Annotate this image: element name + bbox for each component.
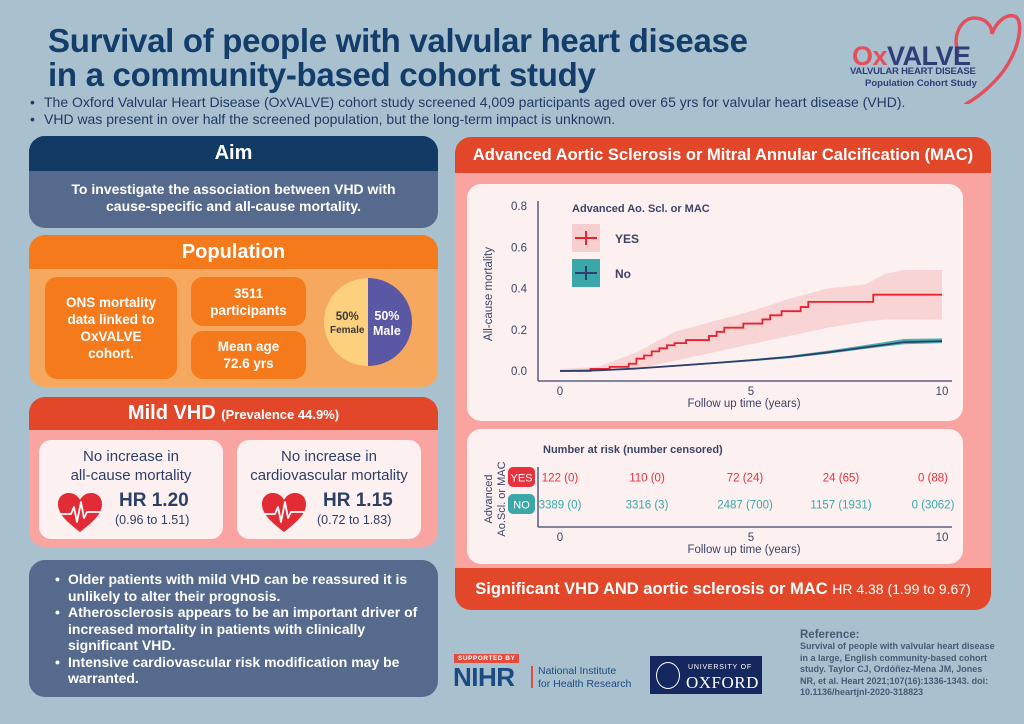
y-tick-label: 0.4 <box>511 284 528 296</box>
female-label: 50% Female <box>330 311 365 336</box>
intro-item: VHD was present in over half the screene… <box>30 111 1010 128</box>
chart-legend: Advanced Ao. Scl. or MAC YES No <box>572 203 710 287</box>
population-heading: Population <box>29 235 438 269</box>
risk-cell: 0 (3062) <box>912 500 955 512</box>
risk-cell: 122 (0) <box>542 473 579 485</box>
mean-age-label: Mean age <box>217 339 280 354</box>
mac-heading: Advanced Aortic Sclerosis or Mitral Annu… <box>455 137 991 173</box>
risk-row-badge-no <box>508 494 535 514</box>
participants-count: 3511 <box>233 285 264 301</box>
mild-vhd-heading: Mild VHD (Prevalence 44.9%) <box>29 397 438 430</box>
logo-subtitle: VALVULAR HEART DISEASE <box>850 66 976 77</box>
intro-item: The Oxford Valvular Heart Disease (OxVAL… <box>30 94 1010 111</box>
risk-x-tick-label: 10 <box>936 532 949 544</box>
y-tick-label: 0.2 <box>511 325 527 337</box>
pie-slice-female <box>324 278 368 366</box>
conclusion-item: Older patients with mild VHD can be reas… <box>55 571 424 604</box>
y-tick-label: 0.8 <box>511 201 527 213</box>
legend-label-no: No <box>615 267 631 281</box>
series-line-yes <box>560 293 942 372</box>
mortality-chart-card: 0.0 0.2 0.4 0.6 0.8 0 5 10 All-cause mortality… <box>467 184 963 421</box>
aim-panel: Aim To investigate the association betwe… <box>29 136 438 228</box>
risk-table-card: Number at risk (number censored) Advance… <box>467 429 963 564</box>
reference: Reference: Survival of people with valvu… <box>800 629 1000 699</box>
risk-cell: 3389 (0) <box>539 500 582 512</box>
risk-cell: 0 (88) <box>918 473 948 485</box>
x-axis-label: Follow up time (years) <box>687 398 800 410</box>
mean-age-box: Mean age 72.6 yrs <box>191 331 306 379</box>
risk-x-tick-label: 5 <box>748 532 754 544</box>
conclusion-item: Intensive cardiovascular risk modificati… <box>55 654 424 687</box>
logo-wordmark: OxVALVE <box>852 41 971 71</box>
supported-by-tag: SUPPORTED BY <box>454 654 520 663</box>
heart-pulse-icon <box>262 493 306 532</box>
participants-box: 3511 participants <box>191 277 306 326</box>
risk-cell: 72 (24) <box>727 473 764 485</box>
legend-label-yes: YES <box>615 232 639 246</box>
oxford-logo: UNIVERSITY OF OXFORD <box>650 656 762 694</box>
oxford-crest-icon <box>656 662 680 689</box>
population-panel: Population ONS mortality data linked to … <box>29 235 438 387</box>
mac-panel: Advanced Aortic Sclerosis or Mitral Annu… <box>455 137 991 610</box>
nihr-divider <box>531 666 533 688</box>
participants-label: participants <box>210 302 287 318</box>
risk-cell: 1157 (1931) <box>810 500 871 512</box>
nihr-full-name: National Institute for Health Research <box>538 665 632 690</box>
y-axis-label: All-cause mortality <box>483 247 495 341</box>
ons-data-box: ONS mortality data linked to OxVALVE coh… <box>45 277 177 379</box>
conclusion-item: Atherosclerosis appears to be an importa… <box>55 604 424 654</box>
risk-table: Number at risk (number censored) Advance… <box>483 444 955 556</box>
risk-cell: 110 (0) <box>629 473 665 485</box>
risk-table-title: Number at risk (number censored) <box>543 444 723 456</box>
hr-value: HR 1.15 <box>323 490 393 511</box>
hr-value: HR 1.20 <box>119 490 189 511</box>
reference-text: Survival of people with valvular heart d… <box>800 641 995 697</box>
mortality-chart: 0.0 0.2 0.4 0.6 0.8 0 5 10 All-cause mortality… <box>483 201 952 410</box>
hr-ci: (0.72 to 1.83) <box>317 513 392 527</box>
risk-cell: 2487 (700) <box>717 500 773 512</box>
oxvalve-logo: OxVALVE VALVULAR HEART DISEASE Populatio… <box>840 4 1024 104</box>
y-tick-label: 0.6 <box>511 242 527 254</box>
logo-subtitle: Population Cohort Study <box>865 78 977 89</box>
risk-row-label: NO <box>513 500 530 512</box>
legend-title: Advanced Ao. Scl. or MAC <box>572 203 710 215</box>
risk-row-badge-yes <box>508 467 535 487</box>
heart-outline-icon <box>954 13 1022 104</box>
male-label: 50% Male <box>373 309 401 338</box>
all-cause-hr-card: No increase in all-cause mortality HR 1.2… <box>39 440 223 539</box>
page-title: Survival of people with valvular heart d… <box>48 22 748 93</box>
risk-cell: 24 (65) <box>823 473 860 485</box>
mean-age-value: 72.6 yrs <box>223 356 274 371</box>
risk-x-tick-label: 0 <box>557 532 563 544</box>
x-tick-label: 10 <box>936 386 949 398</box>
risk-x-label: Follow up time (years) <box>687 544 800 556</box>
y-tick-label: 0.0 <box>511 366 527 378</box>
hr-ci: (0.96 to 1.51) <box>115 513 190 527</box>
conclusions-panel: Older patients with mild VHD can be reas… <box>29 560 438 697</box>
significant-vhd-result: Significant VHD AND aortic sclerosis or … <box>455 568 991 610</box>
intro-list: The Oxford Valvular Heart Disease (OxVAL… <box>30 94 1010 128</box>
aim-heading: Aim <box>29 136 438 171</box>
aim-text: To investigate the association between V… <box>71 181 396 214</box>
pie-slice-male <box>368 278 412 366</box>
reference-title: Reference: <box>800 629 860 641</box>
cardiovascular-hr-card: No increase in cardiovascular mortality H… <box>237 440 421 539</box>
risk-row-label: YES <box>510 473 532 485</box>
risk-ylabel: Ao.Scl. or MAC <box>496 461 508 536</box>
ci-band-yes <box>560 269 942 371</box>
series-line-no <box>559 340 943 372</box>
x-tick-label: 5 <box>748 386 754 398</box>
mild-vhd-panel: Mild VHD (Prevalence 44.9%) No increase … <box>29 397 438 547</box>
risk-ylabel: Advanced <box>483 475 495 524</box>
x-tick-label: 0 <box>557 386 563 398</box>
heart-pulse-icon <box>58 493 102 532</box>
sex-pie-chart <box>324 278 412 366</box>
nihr-logo: NIHR <box>453 662 515 692</box>
risk-cell: 3316 (3) <box>626 500 669 512</box>
